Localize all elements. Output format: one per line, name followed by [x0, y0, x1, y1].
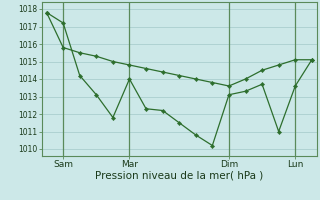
X-axis label: Pression niveau de la mer( hPa ): Pression niveau de la mer( hPa ) — [95, 171, 263, 181]
